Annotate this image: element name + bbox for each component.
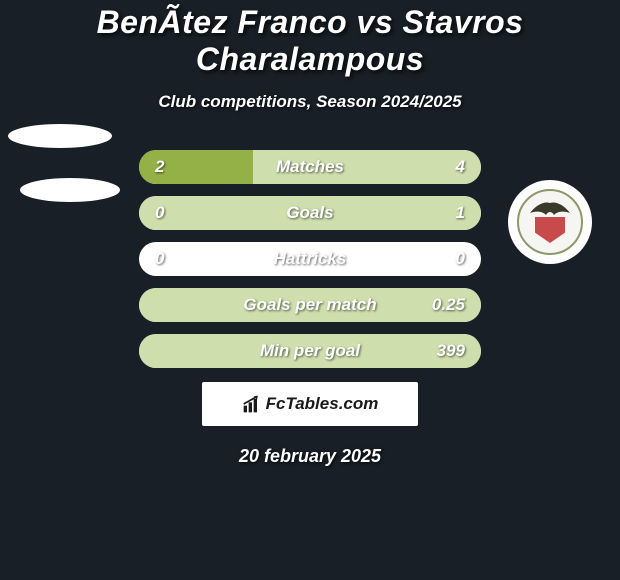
stat-label: Min per goal	[139, 341, 481, 361]
stat-label: Hattricks	[139, 249, 481, 269]
stat-row: Goals per match0.25	[139, 288, 481, 322]
bar-chart-icon	[242, 394, 262, 414]
stat-label: Goals per match	[139, 295, 481, 315]
stat-value-right: 399	[437, 341, 465, 361]
team-badge-right	[508, 180, 592, 264]
stat-label: Goals	[139, 203, 481, 223]
stat-row: 0Goals1	[139, 196, 481, 230]
stat-value-right: 0	[456, 249, 465, 269]
stat-value-right: 0.25	[432, 295, 465, 315]
stat-row: 0Hattricks0	[139, 242, 481, 276]
stat-value-right: 4	[456, 157, 465, 177]
page-title: BenÃ­tez Franco vs Stavros Charalampous	[0, 4, 620, 78]
stat-row: 2Matches4	[139, 150, 481, 184]
date-label: 20 february 2025	[0, 446, 620, 467]
shield-icon	[535, 217, 565, 243]
page-subtitle: Club competitions, Season 2024/2025	[0, 92, 620, 112]
stat-row: Min per goal399	[139, 334, 481, 368]
brand-logo[interactable]: FcTables.com	[202, 382, 418, 426]
comparison-widget: BenÃ­tez Franco vs Stavros Charalampous …	[0, 0, 620, 467]
player-photo-placeholder-0	[8, 124, 112, 148]
stat-label: Matches	[139, 157, 481, 177]
stat-value-right: 1	[456, 203, 465, 223]
player-photo-placeholder-1	[20, 178, 120, 202]
brand-logo-text: FcTables.com	[266, 394, 379, 414]
